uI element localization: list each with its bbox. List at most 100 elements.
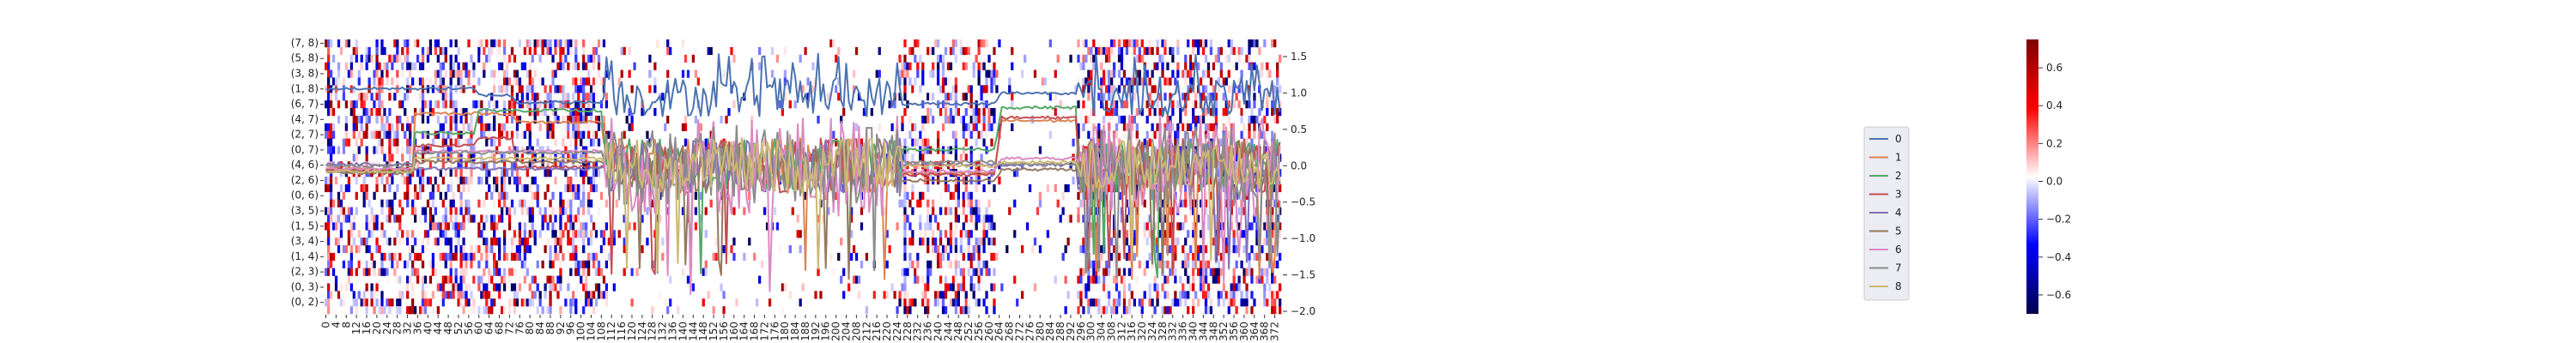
heatmap-cell <box>500 62 504 70</box>
heatmap-cell <box>890 283 894 292</box>
heatmap-cell <box>1230 222 1233 231</box>
heatmap-cell <box>1095 222 1098 231</box>
heatmap-cell <box>586 69 591 78</box>
heatmap-cell <box>1112 230 1116 238</box>
heatmap-cell <box>457 230 460 238</box>
heatmap-cell <box>513 207 517 215</box>
heatmap-cell <box>1107 214 1111 223</box>
heatmap-cell <box>589 230 593 238</box>
heatmap-cell <box>357 260 361 268</box>
heatmap-cell <box>1148 39 1151 48</box>
heatmap-cell <box>932 230 935 238</box>
heatmap-cell <box>585 77 588 86</box>
heatmap-cell <box>569 138 573 147</box>
heatmap-cell <box>572 130 575 139</box>
heatmap-cell <box>357 69 361 78</box>
heatmap-cell <box>1125 39 1129 48</box>
line-y-tick-label: 1.0 <box>1291 87 1307 99</box>
heatmap-cell <box>373 268 376 276</box>
heatmap-cell <box>388 214 392 223</box>
heatmap-cell <box>944 207 948 215</box>
heatmap-cell <box>515 93 519 101</box>
heatmap-cell <box>623 130 626 139</box>
heatmap-x-tick-label: 176 <box>769 322 781 341</box>
heatmap-cell <box>562 153 565 162</box>
heatmap-cell <box>386 77 389 86</box>
heatmap-x-tick-label: 336 <box>1177 322 1189 341</box>
heatmap-cell <box>1212 62 1216 70</box>
heatmap-cell <box>1158 54 1162 63</box>
heatmap-cell <box>554 283 557 292</box>
heatmap-cell <box>1224 100 1228 109</box>
heatmap-cell <box>1169 115 1172 124</box>
heatmap-cell <box>985 77 988 86</box>
heatmap-cell <box>932 46 935 56</box>
heatmap-cell <box>1261 245 1264 254</box>
heatmap-cell <box>1261 275 1264 284</box>
heatmap-cell <box>1109 252 1114 262</box>
heatmap-cell <box>567 177 570 185</box>
heatmap-cell <box>1214 115 1218 124</box>
heatmap-cell <box>339 46 343 56</box>
heatmap-cell <box>959 115 963 124</box>
heatmap-cell <box>932 93 935 101</box>
heatmap-cell <box>334 283 338 292</box>
heatmap-cell <box>582 39 586 48</box>
heatmap-cell <box>924 306 927 315</box>
heatmap-cell <box>1161 69 1164 78</box>
heatmap-cell <box>383 153 386 162</box>
heatmap-cell <box>1176 123 1180 131</box>
heatmap-cell <box>865 252 869 262</box>
heatmap-cell <box>493 138 496 147</box>
heatmap-cell <box>957 191 960 200</box>
heatmap-cell <box>1095 268 1098 276</box>
heatmap-cell <box>1166 275 1170 284</box>
heatmap-cell <box>1206 214 1211 223</box>
heatmap-cell <box>775 222 780 231</box>
heatmap-cell <box>932 199 935 208</box>
heatmap-cell <box>586 123 591 131</box>
heatmap-x-tick-label: 240 <box>932 322 944 341</box>
heatmap-cell <box>375 77 379 86</box>
heatmap-cell <box>827 93 830 101</box>
heatmap-cell <box>1013 199 1017 208</box>
heatmap-cell <box>467 207 471 215</box>
heatmap-cell <box>326 245 331 254</box>
heatmap-cell <box>1237 100 1241 109</box>
heatmap-cell <box>659 291 662 299</box>
heatmap-cell <box>1117 54 1121 63</box>
heatmap-cell <box>929 214 933 223</box>
heatmap-cell <box>1273 85 1277 93</box>
heatmap-cell <box>401 46 404 56</box>
heatmap-cell <box>378 100 381 109</box>
heatmap-cell <box>648 85 652 93</box>
heatmap-cell <box>574 108 578 117</box>
heatmap-cell <box>495 260 499 268</box>
heatmap-cell <box>1153 85 1157 93</box>
heatmap-cell <box>1230 291 1233 299</box>
heatmap-cell <box>1115 298 1119 307</box>
heatmap-cell <box>329 184 333 193</box>
heatmap-cell <box>556 275 560 284</box>
heatmap-cell <box>1135 275 1139 284</box>
heatmap-cell <box>477 275 481 284</box>
heatmap-cell <box>444 291 447 299</box>
heatmap-cell <box>549 153 552 162</box>
heatmap-cell <box>720 207 723 215</box>
heatmap-cell <box>495 222 499 231</box>
heatmap-cell <box>872 291 876 299</box>
heatmap-cell <box>1271 222 1274 231</box>
heatmap-cell <box>1279 298 1282 307</box>
heatmap-cell <box>625 214 629 223</box>
heatmap-cell <box>1179 275 1182 284</box>
heatmap-cell <box>441 230 445 238</box>
heatmap-cell <box>454 283 458 292</box>
heatmap-cell <box>929 268 933 276</box>
heatmap-cell <box>1192 252 1195 262</box>
heatmap-cell <box>1219 69 1223 78</box>
heatmap-cell <box>580 77 583 86</box>
heatmap-cell <box>421 93 425 101</box>
heatmap-cell <box>949 283 953 292</box>
heatmap-cell <box>1133 39 1136 48</box>
heatmap-cell <box>990 222 993 231</box>
